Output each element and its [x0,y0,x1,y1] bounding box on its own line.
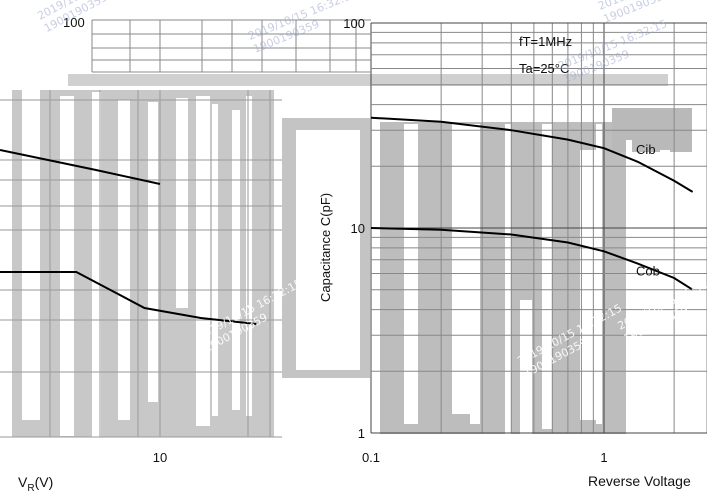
middle-band-gap [296,130,360,370]
scan-gap [196,96,210,426]
scan-gap [246,96,252,416]
scan-gap [505,124,511,434]
series-line-cob [370,227,694,291]
scan-gap [92,92,101,437]
scan-gap [404,124,418,424]
x-tick-label: 0.1 [362,450,380,465]
scan-artifacts [0,72,707,440]
scan-gap [176,98,188,308]
grid-layer [0,19,707,438]
left-series-line [0,271,257,325]
top-band-shade [68,74,668,86]
scan-gap [148,102,158,402]
scan-gap [452,124,474,414]
y-tick-label: 10 [351,221,365,236]
scan-gap [520,300,532,434]
series-label-cib: Cib [636,142,656,157]
x-tick-label: 10 [153,450,167,465]
left-panel-fill [12,72,274,437]
x-axis-title: Reverse Voltage [588,473,691,489]
x-tick-label: 1 [600,450,607,465]
scan-gap [596,124,602,424]
scan-gap [580,150,600,420]
series-line-cib [370,116,694,193]
scan-gap [542,124,552,429]
label-layer: Capacitance C(pF) Reverse Voltage fT=1MH… [18,15,691,494]
left-x-axis-title: VR(V) [18,474,53,494]
curve-layer [0,116,694,325]
y-tick-label: 1 [358,426,365,441]
left-series-line [0,149,161,185]
scan-gap [470,124,480,424]
y-tick-label: 100 [63,15,85,30]
scan-gap [212,104,218,416]
y-axis-title: Capacitance C(pF) [318,193,333,302]
condition-temperature: Ta=25°C [519,61,569,76]
condition-frequency: fT=1MHz [519,34,572,49]
series-label-cob: Cob [636,264,660,279]
scan-gap [22,90,40,420]
y-tick-label: 100 [343,16,365,31]
scan-gap [60,96,74,436]
scan-gap [232,110,240,410]
